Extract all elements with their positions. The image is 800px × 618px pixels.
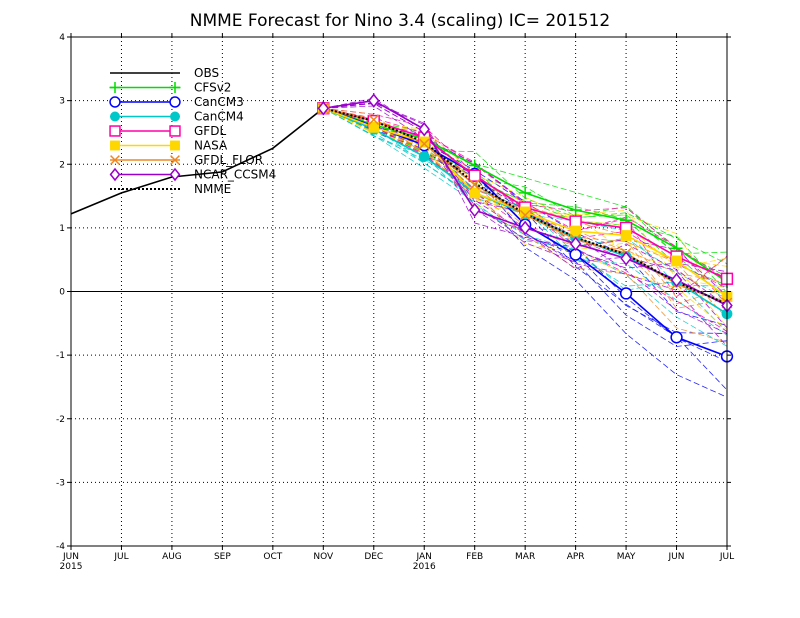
x-tick-label: OCT (263, 552, 282, 562)
legend-label: NMME (194, 182, 231, 196)
x-tick-label: JAN (416, 552, 432, 562)
x-tick-label: JUN (668, 552, 685, 562)
x-tick-label: APR (567, 552, 585, 562)
data-point-square (569, 215, 582, 228)
chart-title: NMME Forecast for Nino 3.4 (scaling) IC=… (190, 11, 611, 31)
data-point-circle (170, 111, 180, 122)
x-tick-label: SEP (214, 552, 231, 562)
data-point-square (519, 206, 531, 218)
ensemble-member-line (323, 105, 728, 329)
data-point-plus (169, 82, 181, 93)
x-tick-label: JUN (62, 552, 79, 562)
data-point-square (671, 255, 682, 267)
y-tick-label: 1 (59, 224, 65, 234)
ensemble-member-line (323, 107, 728, 391)
series-line-obs (70, 107, 324, 215)
data-point-diamond (620, 251, 632, 266)
y-tick-label: 0 (59, 288, 65, 298)
data-point-x (170, 155, 180, 165)
legend: OBSCFSv2CanCM3CanCM4GFDLNASAGFDL_FLORNCA… (109, 66, 276, 196)
legend-label: CanCM4 (194, 110, 244, 124)
data-point-diamond (368, 93, 380, 108)
data-point-square (570, 225, 582, 237)
x-tick-label: JUL (113, 552, 128, 562)
data-point-plus (569, 204, 582, 217)
legend-label: CFSv2 (194, 81, 231, 95)
data-point-diamond (169, 167, 181, 182)
data-point-square (418, 136, 430, 148)
x-tick-label: JUL (719, 552, 734, 562)
legend-label: GFDL_FLOR (194, 153, 263, 167)
data-point-diamond (468, 202, 481, 218)
x-tick-label: AUG (162, 552, 182, 562)
data-point-square (368, 121, 380, 133)
y-tick-label: 3 (59, 97, 65, 107)
data-point-circle (110, 111, 120, 122)
x-year-label: 2016 (413, 562, 436, 572)
legend-label: CanCM3 (194, 95, 244, 109)
data-point-x (368, 114, 380, 126)
data-point-circle (670, 331, 683, 344)
plot-area (70, 37, 734, 546)
data-point-square (469, 187, 481, 199)
y-tick-label: 4 (59, 33, 65, 43)
data-point-diamond (519, 220, 531, 236)
data-point-x (519, 209, 531, 221)
data-point-circle (619, 287, 633, 300)
data-point-square (620, 230, 632, 241)
data-point-diamond (317, 101, 330, 116)
x-tick-label: MAR (515, 552, 535, 562)
legend-label: NASA (194, 139, 228, 153)
data-point-diamond (569, 236, 582, 251)
y-tick-label: 2 (59, 160, 65, 170)
data-point-plus (109, 82, 121, 93)
y-tick-label: -2 (56, 415, 65, 425)
axes: -4 -3 -2 -1 0 1 2 3 4 JUN JUL AUG SEP OCT NOV DEC JAN FEB… (56, 33, 734, 572)
y-tick-label: -1 (56, 351, 65, 361)
legend-label: NCAR_CCSM4 (194, 168, 276, 182)
data-point-circle (169, 96, 181, 108)
data-point-square (109, 125, 121, 137)
ensemble-member-line (323, 107, 728, 278)
y-tick-label: -4 (56, 542, 65, 552)
ensemble-member-line (323, 97, 728, 307)
x-tick-label: DEC (364, 552, 383, 562)
data-point-x (110, 155, 120, 165)
data-point-diamond (418, 122, 430, 137)
data-point-x (418, 138, 430, 150)
data-point-square (169, 125, 181, 137)
data-point-diamond (109, 167, 121, 182)
legend-label: OBS (194, 66, 219, 80)
data-point-circle (109, 96, 121, 108)
ensemble-member-line (323, 107, 728, 347)
data-point-square (110, 140, 120, 151)
data-point-diamond (670, 272, 683, 288)
data-point-plus (519, 186, 532, 199)
data-point-circle (418, 151, 430, 163)
x-tick-label: NOV (313, 552, 334, 562)
data-point-x (469, 179, 481, 190)
x-tick-label: FEB (466, 552, 483, 562)
ensemble-member-line (323, 107, 728, 269)
data-point-square (468, 169, 481, 182)
x-tick-label: MAY (617, 552, 636, 562)
legend-label: GFDL (194, 124, 226, 138)
x-year-label: 2015 (60, 562, 83, 572)
y-tick-label: -3 (56, 478, 65, 488)
data-point-square (170, 140, 180, 151)
